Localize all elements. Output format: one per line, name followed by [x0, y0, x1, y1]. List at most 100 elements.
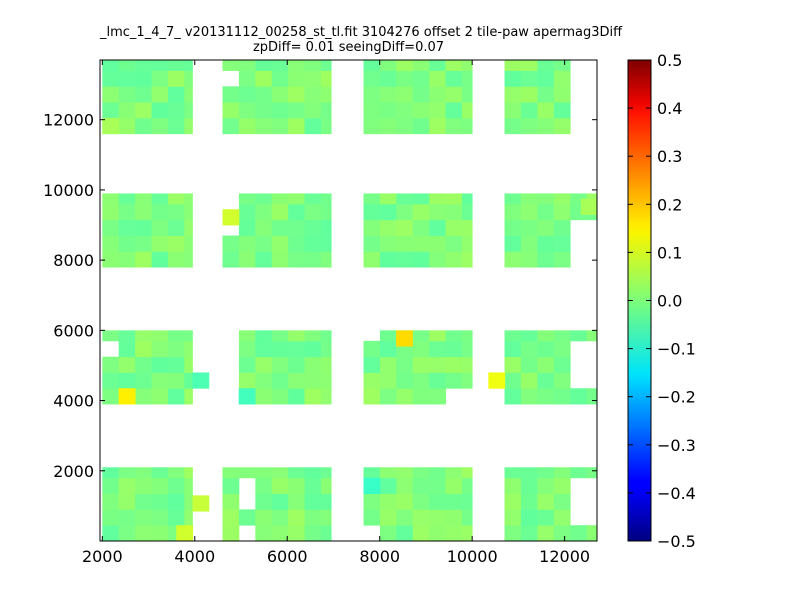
x-tick-label: 8000	[359, 547, 400, 566]
heatmap-cell	[135, 70, 152, 87]
heatmap-cell	[462, 467, 473, 479]
heatmap-cell	[238, 203, 256, 221]
heatmap-cell	[504, 86, 522, 103]
heatmap-cell	[379, 493, 397, 510]
heatmap-cell	[379, 467, 397, 479]
heatmap-cell	[184, 467, 193, 479]
heatmap-cell	[238, 70, 256, 87]
heatmap-cell	[537, 117, 555, 135]
heatmap-cell	[586, 330, 597, 342]
heatmap-cell	[537, 235, 555, 252]
heatmap-cell	[271, 372, 289, 389]
heatmap-cell	[445, 467, 463, 479]
heatmap-cell	[151, 251, 169, 268]
heatmap-cell	[167, 60, 185, 71]
heatmap-cell	[570, 525, 587, 541]
heatmap-cell	[462, 117, 473, 135]
heatmap-cell	[379, 193, 397, 205]
heatmap-cell	[304, 70, 322, 87]
heatmap-cell	[429, 493, 446, 510]
heatmap-cell	[320, 372, 332, 389]
heatmap-cell	[445, 372, 463, 389]
heatmap-cell	[271, 70, 289, 87]
heatmap-cell	[320, 493, 332, 510]
heatmap-cell	[151, 203, 169, 221]
heatmap-cell	[553, 203, 571, 221]
heatmap-cell	[520, 193, 538, 205]
heatmap-cell	[304, 330, 322, 342]
x-tick-label: 4000	[174, 547, 215, 566]
colorbar-tick-label: −0.5	[657, 532, 696, 551]
heatmap-cell	[255, 219, 273, 236]
heatmap-cell	[379, 235, 397, 252]
heatmap-cell	[462, 372, 473, 389]
heatmap-cell	[412, 60, 430, 71]
heatmap-cell	[429, 340, 446, 358]
y-tick-label: 2000	[53, 462, 94, 481]
heatmap-cell	[520, 477, 538, 494]
heatmap-cell	[363, 60, 381, 71]
heatmap-cell	[553, 388, 571, 405]
colorbar-tick-label: 0.2	[657, 195, 682, 214]
heatmap-cell	[222, 235, 240, 252]
heatmap-cell	[255, 340, 273, 358]
heatmap-cell	[553, 102, 571, 119]
heatmap-cell	[537, 467, 555, 479]
heatmap-cell	[520, 219, 538, 236]
heatmap-cell	[255, 525, 273, 541]
heatmap-cell	[167, 493, 185, 510]
heatmap-cell	[222, 117, 240, 135]
heatmap-cell	[102, 372, 120, 389]
heatmap-cell	[238, 60, 256, 71]
heatmap-cell	[118, 525, 136, 541]
heatmap-cell	[504, 219, 522, 236]
heatmap-cell	[396, 117, 414, 135]
heatmap-cell	[396, 356, 414, 373]
heatmap-cell	[504, 340, 522, 358]
heatmap-cell	[504, 388, 522, 405]
heatmap-cell	[102, 102, 120, 119]
heatmap-cell	[520, 70, 538, 87]
heatmap-cell	[184, 251, 193, 268]
heatmap-cell	[504, 60, 522, 71]
heatmap-cell	[462, 193, 473, 205]
heatmap-cell	[553, 330, 571, 342]
heatmap-cell	[320, 477, 332, 494]
heatmap-cell	[271, 356, 289, 373]
heatmap-cell	[271, 493, 289, 510]
heatmap-cell	[102, 493, 120, 510]
chart-title-line-2: zpDiff= 0.01 seeingDiff=0.07	[252, 40, 445, 55]
heatmap-cell	[102, 467, 120, 479]
heatmap-cell	[184, 219, 193, 236]
heatmap-cell	[184, 493, 193, 510]
heatmap-cell	[520, 493, 538, 510]
heatmap-cell	[222, 102, 240, 119]
heatmap-cell	[167, 372, 185, 389]
heatmap-cell	[167, 467, 185, 479]
heatmap-cell	[412, 493, 430, 510]
heatmap-cell	[586, 525, 597, 541]
heatmap-cell	[102, 60, 120, 71]
heatmap-cell	[135, 388, 152, 405]
heatmap-cell	[151, 117, 169, 135]
heatmap-cell	[288, 340, 305, 358]
heatmap-cell	[412, 330, 430, 342]
heatmap-cell	[102, 86, 120, 103]
heatmap-cell	[520, 525, 538, 541]
heatmap-cell	[412, 356, 430, 373]
heatmap-cell	[135, 117, 152, 135]
heatmap-cell	[238, 251, 256, 268]
heatmap-cell	[445, 219, 463, 236]
heatmap-cell	[553, 60, 571, 71]
heatmap-cell	[304, 193, 322, 205]
heatmap-cell	[537, 372, 555, 389]
heatmap-cell	[102, 235, 120, 252]
heatmap-highlight-cell	[396, 330, 413, 347]
heatmap-cell	[102, 388, 120, 405]
colorbar-tick-label: 0.3	[657, 147, 682, 166]
heatmap-cell	[429, 235, 446, 252]
y-tick-label: 6000	[53, 321, 94, 340]
heatmap-cell	[135, 102, 152, 119]
heatmap-cell	[445, 70, 463, 87]
